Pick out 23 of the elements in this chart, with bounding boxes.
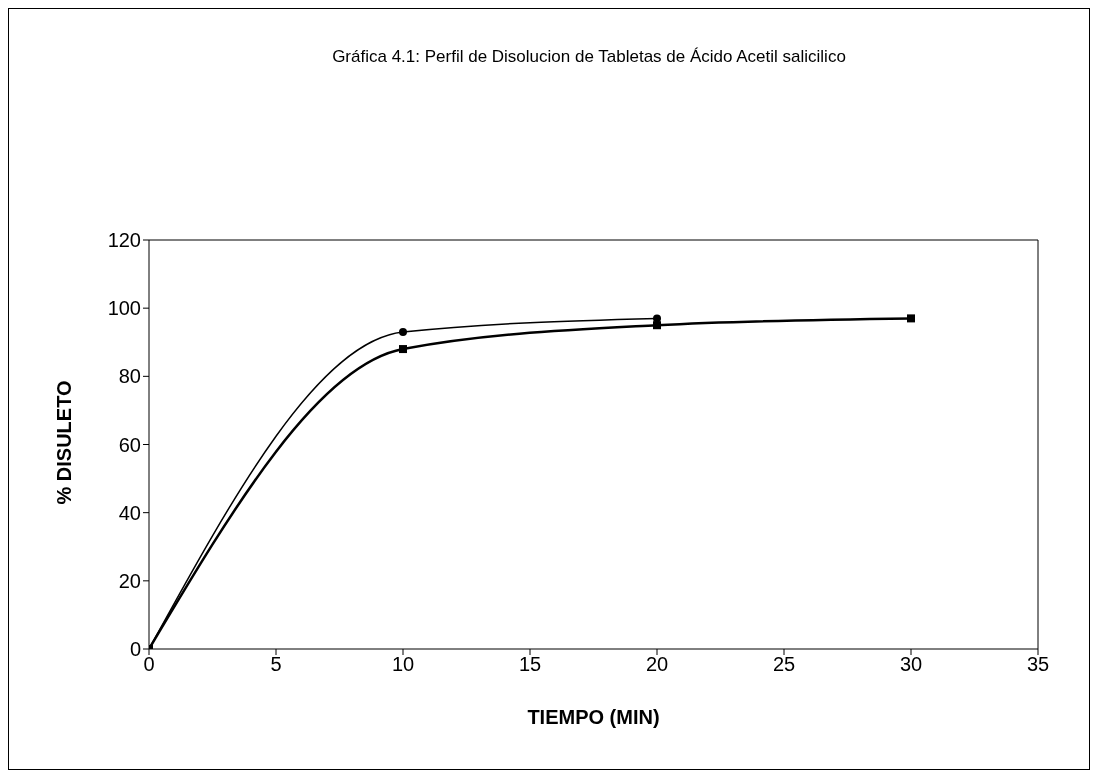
x-tick-label: 35 [1026,653,1050,676]
y-tick-label: 100 [107,297,141,320]
y-tick-label: 20 [118,569,141,592]
x-tick-label: 0 [143,653,155,676]
y-tick-label: 40 [118,501,141,524]
x-tick-label: 20 [645,653,669,676]
point [653,314,661,323]
y-axis-title: % DISULETO [53,380,76,505]
point [653,321,661,330]
y-tick-label: 120 [107,229,141,252]
y-tick-label: 80 [118,365,141,388]
point [399,345,407,354]
point [907,314,915,323]
chart-title: Gráfica 4.1: Perfil de Disolucion de Tabletas de Ácido Acetil salicilico [331,47,847,67]
x-tick-label: 25 [772,653,796,676]
point [399,328,407,337]
x-axis-title: TIEMPO (MIN) [527,706,660,728]
x-tick-label: 15 [518,653,542,676]
x-tick-label: 5 [270,653,282,676]
x-tick-label: 10 [391,653,415,676]
y-tick-label: 60 [118,433,141,456]
x-tick-label: 30 [899,653,923,676]
y-tick-label: 0 [129,638,141,661]
